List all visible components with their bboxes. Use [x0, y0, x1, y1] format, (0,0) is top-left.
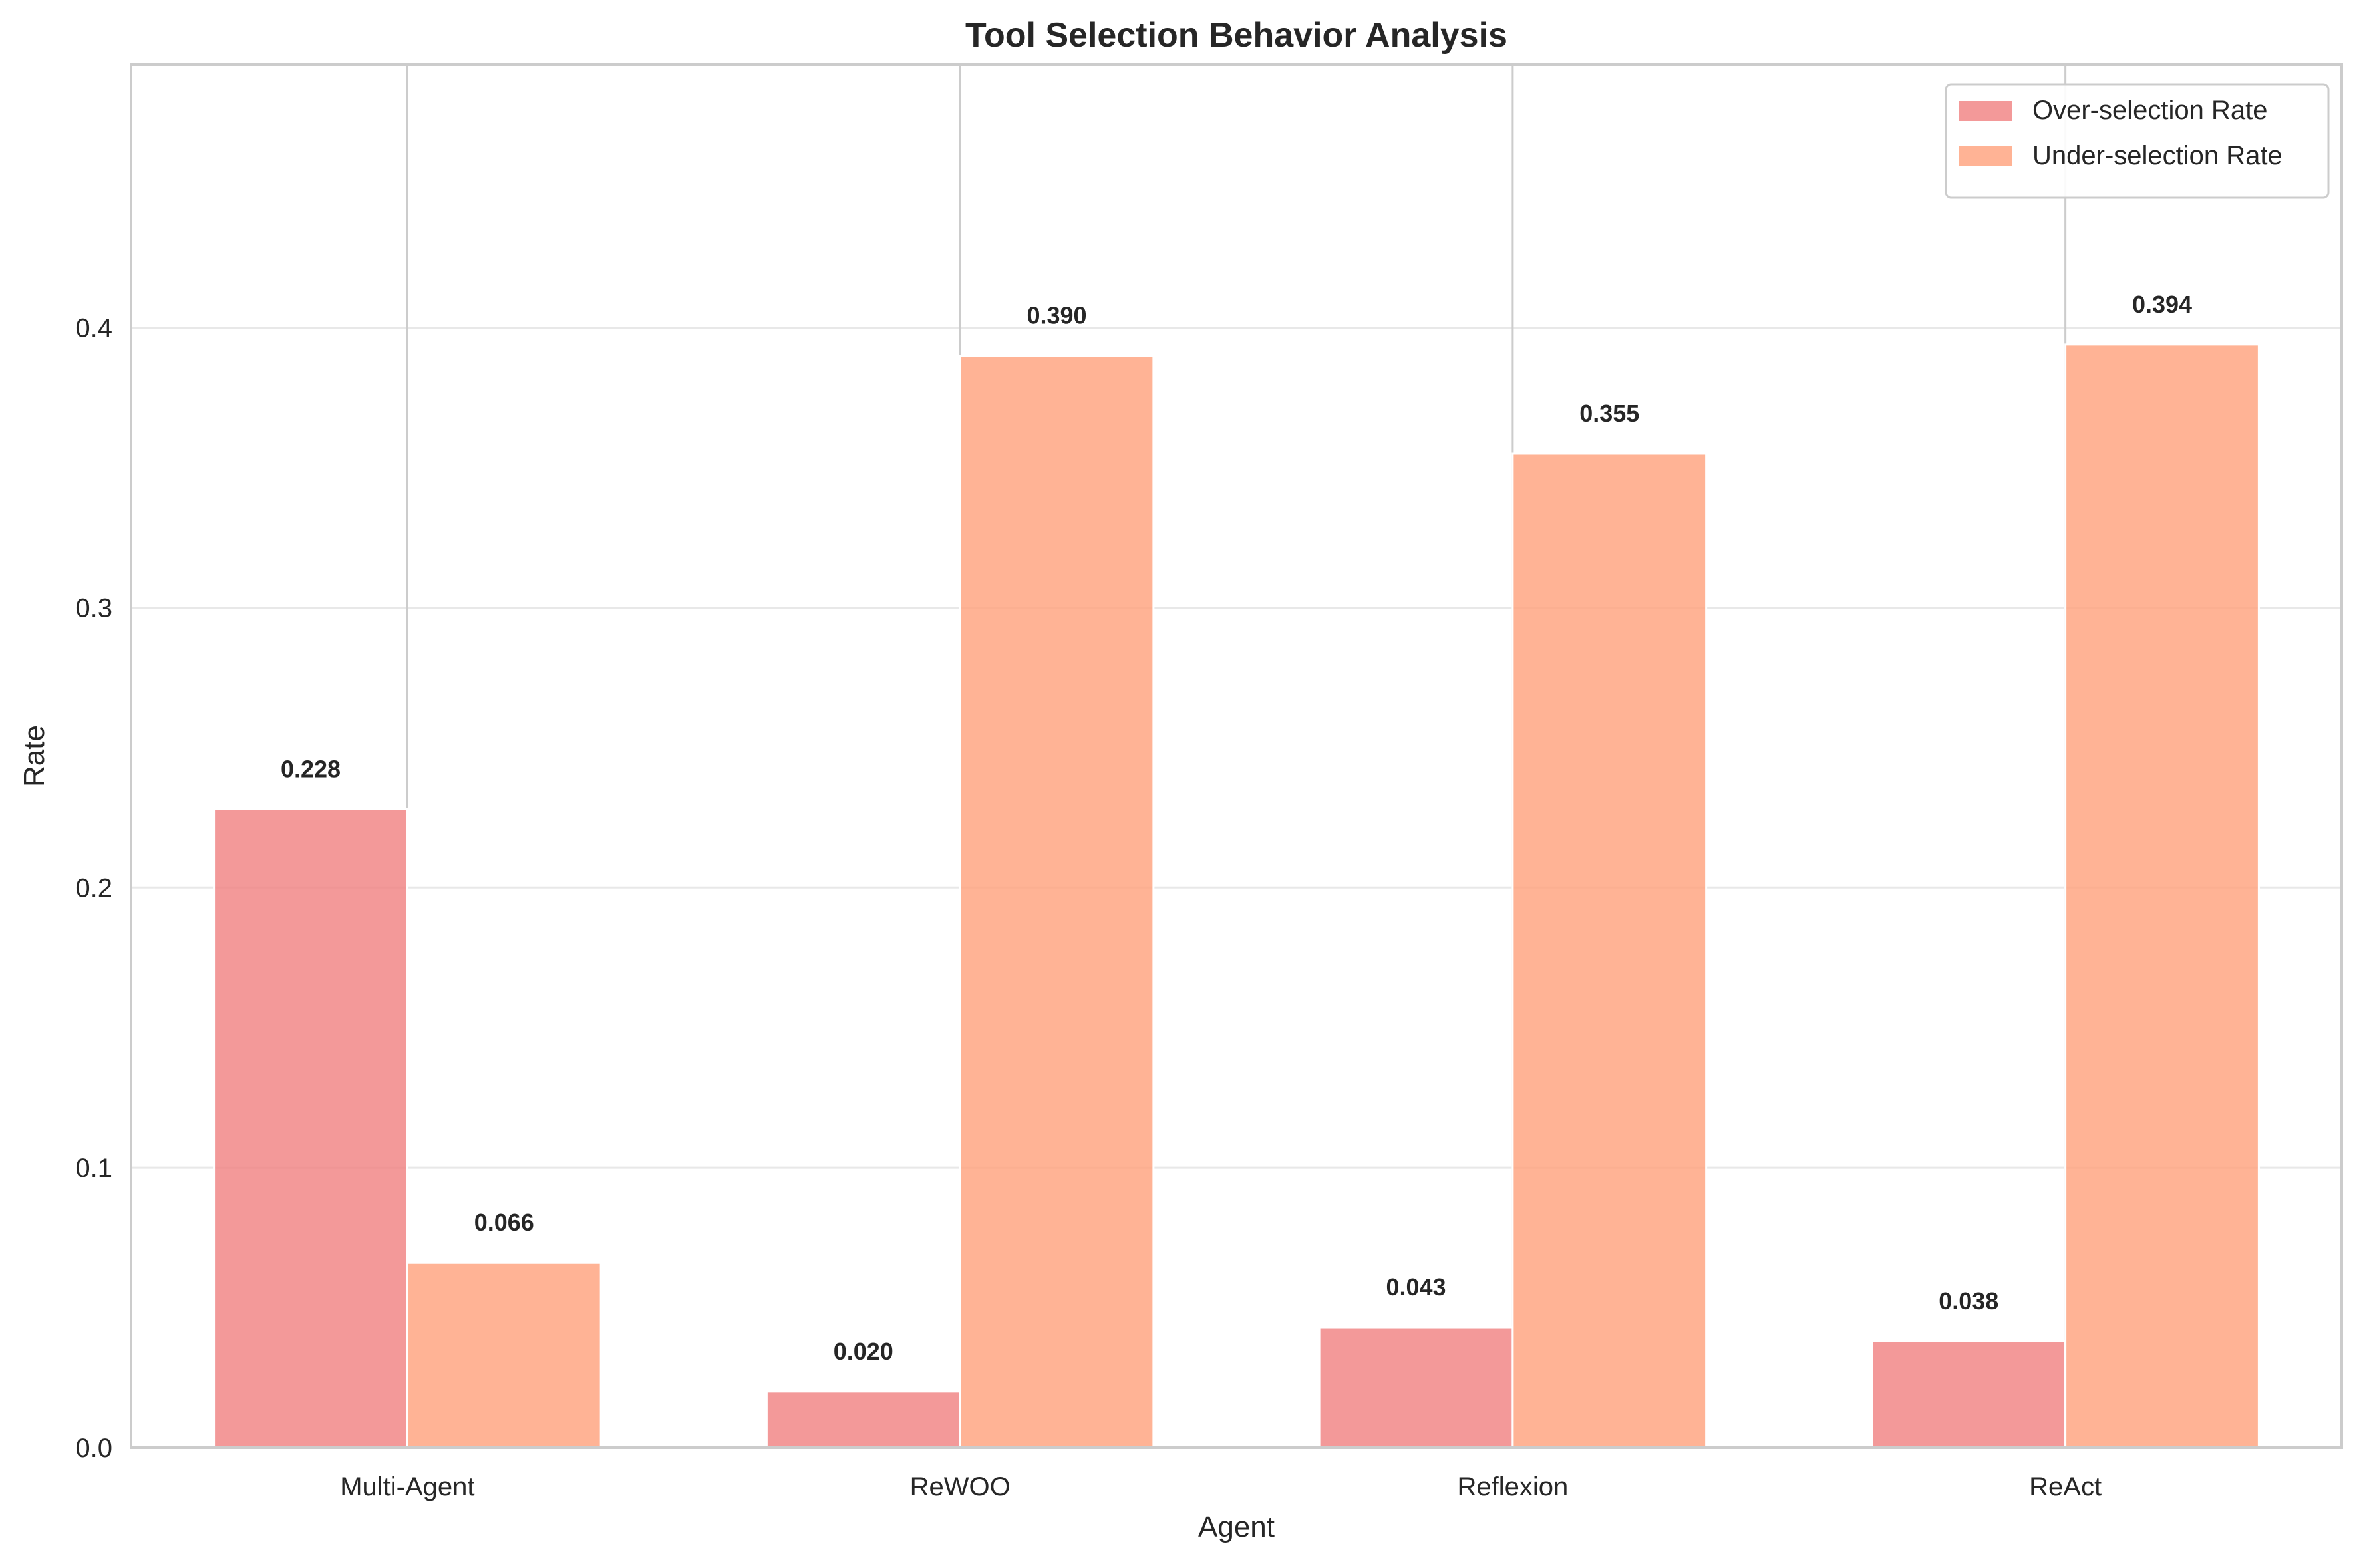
y-tick-label: 0.1 [75, 1154, 112, 1183]
x-axis-label: Agent [1198, 1511, 1275, 1543]
y-tick-label: 0.2 [75, 873, 112, 903]
x-tick-label: ReWOO [910, 1472, 1011, 1501]
legend-label: Under-selection Rate [2032, 141, 2283, 170]
y-axis-label: Rate [18, 725, 51, 787]
bar-value-label: 0.228 [281, 755, 341, 782]
legend-box [1945, 83, 2330, 199]
bar-under-selection-rewoo [959, 355, 1155, 1449]
y-tick-label: 0.0 [75, 1434, 112, 1463]
x-tick-label: Multi-Agent [340, 1472, 474, 1501]
bars [213, 343, 2260, 1449]
y-tick-label: 0.4 [75, 314, 112, 343]
data-labels: 0.228 0.066 0.020 0.390 0.043 0.355 0.038 0.394 [281, 291, 2192, 1365]
legend-label: Over-selection Rate [2032, 96, 2267, 125]
bar-over-selection-rewoo [765, 1390, 961, 1449]
bar-under-selection-multi-agent [406, 1261, 602, 1449]
legend-swatch [1959, 101, 2012, 121]
bar-over-selection-reflexion [1318, 1326, 1514, 1449]
x-tick-label: Reflexion [1457, 1472, 1568, 1501]
bar-over-selection-multi-agent [213, 808, 408, 1449]
chart-title: Tool Selection Behavior Analysis [965, 16, 1507, 55]
bar-value-label: 0.355 [1579, 400, 1639, 427]
y-tick-label: 0.3 [75, 593, 112, 623]
x-tick-label: ReAct [2029, 1472, 2102, 1501]
bar-over-selection-react [1871, 1340, 2067, 1449]
legend: Over-selection Rate Under-selection Rate [1945, 83, 2330, 199]
bar-value-label: 0.043 [1386, 1273, 1446, 1301]
bar-under-selection-reflexion [1511, 452, 1708, 1449]
bar-value-label: 0.020 [834, 1338, 893, 1365]
legend-swatch [1959, 146, 2012, 166]
axis-ticks: 0.0 0.1 0.2 0.3 0.4 Multi-Agent ReWOO Reflexion… [75, 314, 2102, 1501]
bar-value-label: 0.390 [1026, 302, 1086, 329]
plot-frame [130, 63, 2343, 1449]
bar-value-label: 0.394 [2132, 291, 2192, 318]
bar-value-label: 0.038 [1939, 1287, 1998, 1315]
bar-value-label: 0.066 [474, 1209, 534, 1236]
bar-under-selection-react [2064, 343, 2260, 1449]
